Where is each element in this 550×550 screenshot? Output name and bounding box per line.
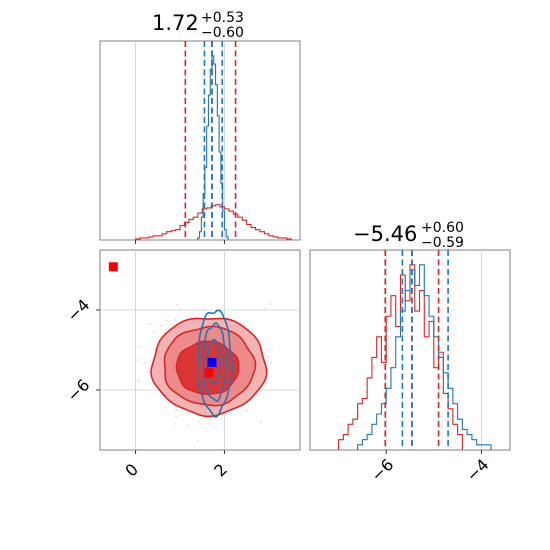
joint-ytick-1-label: −6 (63, 375, 93, 405)
joint-sample-dot (139, 346, 142, 348)
joint-sample-dot (174, 318, 177, 321)
title-param-2-lower: −0.59 (421, 235, 464, 251)
title-param-1-value: 1.72 (152, 11, 199, 35)
joint-blue-contour-1 (202, 322, 228, 402)
joint-sample-dot (196, 439, 199, 442)
title-param-1-lower: −0.60 (201, 25, 244, 41)
joint-red-contour-0 (150, 317, 268, 418)
panel-top-left (99, 40, 301, 241)
marginal-2-hist-blue (357, 264, 492, 450)
joint-sample-dot (159, 324, 162, 327)
joint-ytick-0-label: −4 (63, 295, 93, 325)
joint-sample-dot (165, 319, 168, 322)
marginal-2-xtick-1-label: −4 (462, 455, 492, 485)
joint-sample-dot (137, 379, 140, 382)
joint-sample-dot (179, 308, 182, 311)
title-param-1: 1.72 +0.53 −0.60 (152, 10, 244, 41)
joint-sample-dot (245, 409, 248, 412)
title-param-2-upper: +0.60 (421, 220, 464, 236)
joint-sample-dot (175, 416, 177, 418)
joint-marker-1 (204, 368, 214, 378)
joint-sample-dot (175, 303, 178, 306)
panel-bottom-right (309, 249, 511, 451)
joint-sample-dot (149, 322, 151, 325)
joint-sample-dot (174, 423, 177, 425)
joint-sample-dot (260, 421, 262, 424)
marginal-1-hist-red (135, 204, 292, 240)
joint-sample-dot (263, 308, 266, 311)
joint-sample-dot (270, 361, 273, 364)
joint-sample-dot (152, 330, 155, 333)
joint-sample-dot (137, 359, 140, 362)
joint-sample-dot (271, 348, 273, 351)
marginal-2-xtick-0-label: −6 (367, 455, 397, 485)
joint-xtick-0-label: 0 (121, 460, 142, 481)
joint-sample-dot (175, 409, 177, 412)
joint-marker-0 (207, 357, 217, 367)
joint-sample-dot (143, 361, 146, 364)
joint-sample-dot (267, 355, 269, 358)
joint-xtick-1-label: 2 (210, 460, 231, 481)
joint-marker-2 (108, 262, 118, 272)
joint-sample-dot (187, 425, 190, 427)
joint-blue-contour-0 (196, 309, 234, 418)
marginal-1-hist-blue (197, 55, 229, 240)
joint-red-contour-2 (175, 340, 240, 395)
title-param-2: −5.46 +0.60 −0.59 (353, 220, 464, 251)
title-param-2-value: −5.46 (353, 222, 417, 246)
joint-red-contour-1 (163, 325, 257, 407)
joint-sample-dot (269, 302, 271, 305)
joint-sample-dot (222, 311, 225, 314)
title-param-1-upper: +0.53 (201, 10, 244, 26)
panel-bottom-left (99, 249, 301, 451)
joint-sample-dot (198, 420, 201, 423)
